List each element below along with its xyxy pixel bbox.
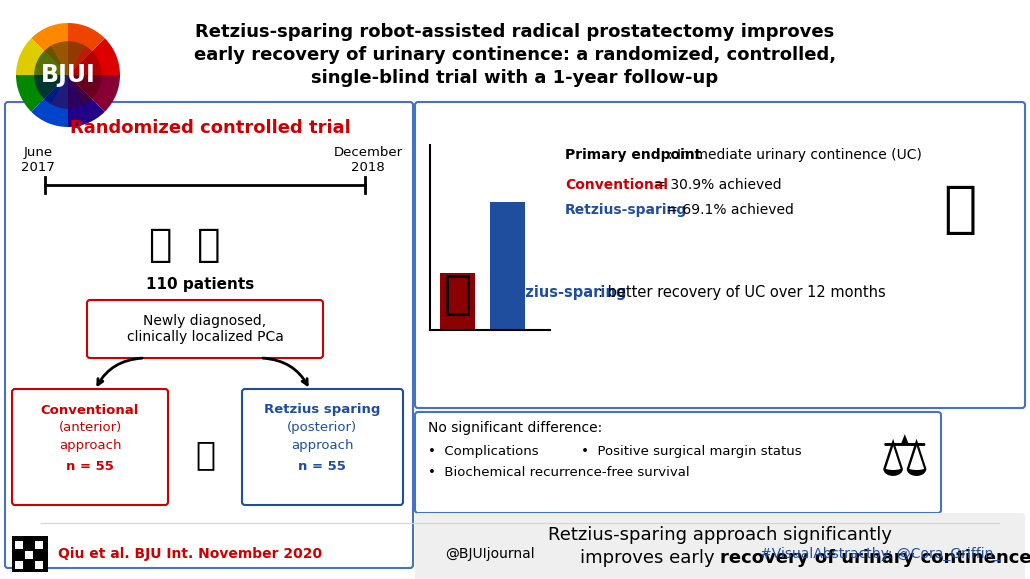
Text: Retzius sparing: Retzius sparing <box>264 404 380 416</box>
Text: single-blind trial with a 1-year follow-up: single-blind trial with a 1-year follow-… <box>311 69 719 87</box>
Wedge shape <box>68 75 105 127</box>
Wedge shape <box>52 75 84 109</box>
Text: Retzius-sparing: Retzius-sparing <box>497 285 627 301</box>
Wedge shape <box>31 75 68 127</box>
Bar <box>35 541 43 549</box>
Text: n = 55: n = 55 <box>298 460 346 472</box>
Text: approach: approach <box>290 439 353 453</box>
Wedge shape <box>34 75 68 104</box>
Text: n = 55: n = 55 <box>66 460 114 472</box>
Wedge shape <box>68 75 102 104</box>
Text: •  Biochemical recurrence-free survival: • Biochemical recurrence-free survival <box>428 466 690 478</box>
Wedge shape <box>52 41 84 75</box>
Text: : better recovery of UC over 12 months: : better recovery of UC over 12 months <box>598 285 886 301</box>
Text: 🚶: 🚶 <box>943 183 976 237</box>
Text: ⚖: ⚖ <box>880 433 930 487</box>
Bar <box>490 202 525 330</box>
Wedge shape <box>34 46 68 75</box>
Text: Retzius-sparing: Retzius-sparing <box>565 203 687 217</box>
Bar <box>35 561 43 569</box>
Text: Newly diagnosed,
clinically localized PCa: Newly diagnosed, clinically localized PC… <box>127 314 283 344</box>
Text: 🦾: 🦾 <box>195 438 215 471</box>
Wedge shape <box>16 75 68 112</box>
Text: Primary endpoint: Primary endpoint <box>565 148 701 162</box>
Text: @BJUIjournal: @BJUIjournal <box>445 547 535 561</box>
FancyBboxPatch shape <box>87 300 323 358</box>
FancyBboxPatch shape <box>242 389 403 505</box>
Text: Conventional: Conventional <box>41 404 139 416</box>
Wedge shape <box>16 38 68 75</box>
Wedge shape <box>31 23 68 75</box>
Text: (anterior): (anterior) <box>59 422 122 434</box>
Text: Retzius-sparing robot-assisted radical prostatectomy improves: Retzius-sparing robot-assisted radical p… <box>196 23 834 41</box>
FancyBboxPatch shape <box>415 513 1025 579</box>
Text: December
2018: December 2018 <box>334 146 403 174</box>
Text: Conventional: Conventional <box>565 178 668 192</box>
Text: •  Complications          •  Positive surgical margin status: • Complications • Positive surgical marg… <box>428 445 801 459</box>
Text: June
2017: June 2017 <box>21 146 55 174</box>
Text: 👥  👤: 👥 👤 <box>149 226 220 264</box>
Text: recovery of urinary continence: recovery of urinary continence <box>720 549 1030 567</box>
FancyBboxPatch shape <box>415 102 1025 408</box>
Wedge shape <box>68 38 121 75</box>
Text: 110 patients: 110 patients <box>146 277 254 292</box>
Bar <box>15 561 23 569</box>
Text: 📅: 📅 <box>444 273 472 317</box>
Text: Randomized controlled trial: Randomized controlled trial <box>70 119 350 137</box>
Text: early recovery of urinary continence: a randomized, controlled,: early recovery of urinary continence: a … <box>194 46 836 64</box>
Text: Qiu et al. BJU Int. November 2020: Qiu et al. BJU Int. November 2020 <box>58 547 322 561</box>
FancyBboxPatch shape <box>415 412 941 513</box>
Bar <box>15 541 23 549</box>
Wedge shape <box>68 46 102 75</box>
Text: approach: approach <box>59 439 122 453</box>
Text: : Immediate urinary continence (UC): : Immediate urinary continence (UC) <box>668 148 922 162</box>
Text: #VisualAbstractby: @Cora_Griffin_: #VisualAbstractby: @Cora_Griffin_ <box>760 547 1000 561</box>
Bar <box>440 273 475 330</box>
Wedge shape <box>68 23 105 75</box>
Bar <box>25 551 33 559</box>
Text: = 30.9% achieved: = 30.9% achieved <box>650 178 782 192</box>
Text: Retzius-sparing approach significantly: Retzius-sparing approach significantly <box>548 526 892 544</box>
Bar <box>12 536 48 572</box>
Wedge shape <box>68 75 121 112</box>
FancyBboxPatch shape <box>5 102 413 568</box>
Text: = 69.1% achieved: = 69.1% achieved <box>662 203 794 217</box>
Text: (posterior): (posterior) <box>287 422 357 434</box>
FancyBboxPatch shape <box>12 389 168 505</box>
Text: BJUI: BJUI <box>40 63 96 87</box>
Text: improves early: improves early <box>580 549 720 567</box>
Text: No significant difference:: No significant difference: <box>428 421 603 435</box>
